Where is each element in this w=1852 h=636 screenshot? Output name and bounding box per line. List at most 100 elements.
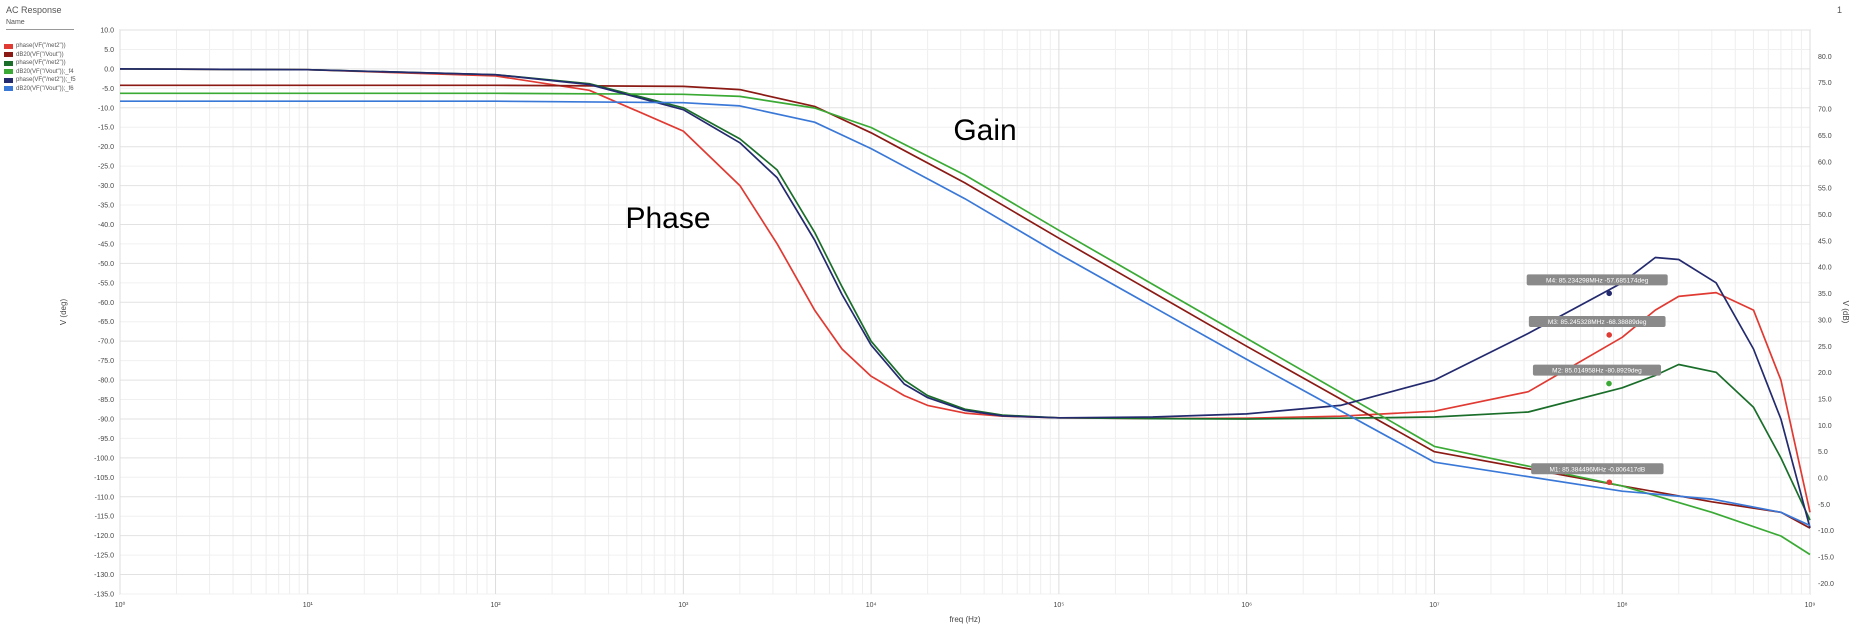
x-tick-label: 10³ <box>678 602 689 609</box>
y-tick-label-right: 25.0 <box>1818 344 1832 351</box>
y-tick-label-left: -135.0 <box>94 592 114 599</box>
y-tick-label-left: -30.0 <box>98 183 114 190</box>
marker-point <box>1606 479 1613 486</box>
y-tick-label-left: -95.0 <box>98 436 114 443</box>
y-tick-label-left: -35.0 <box>98 203 114 210</box>
series-line <box>119 68 1811 529</box>
legend-swatch <box>4 86 13 92</box>
legend-swatch <box>4 69 13 75</box>
legend-label: dB20(VF("/Vout")) <box>16 51 64 58</box>
x-tick-label: 10⁹ <box>1805 602 1816 609</box>
y-tick-label-left: -115.0 <box>95 514 114 521</box>
marker-label: M4: 85.234298MHz -57.685174deg <box>1546 277 1649 284</box>
plot-area <box>119 29 1811 595</box>
legend-item[interactable]: dB20(VF("/Vout")) <box>4 51 76 60</box>
y-tick-label-right: 60.0 <box>1818 159 1832 166</box>
y-tick-label-right: 15.0 <box>1818 396 1832 403</box>
x-axis-label: freq (Hz) <box>949 615 980 624</box>
y-tick-label-right: 70.0 <box>1818 107 1832 114</box>
legend-swatch <box>4 60 13 66</box>
legend-item[interactable]: phase(VF("/net2"));_f5 <box>4 76 76 85</box>
y-tick-label-right: 65.0 <box>1818 133 1832 140</box>
series-line <box>120 100 1811 527</box>
x-tick-label: 10⁷ <box>1429 602 1440 609</box>
window-number: 1 <box>1836 5 1842 15</box>
y-tick-label-left: 5.0 <box>104 47 114 54</box>
y-tick-label-left: -40.0 <box>98 222 114 229</box>
window-title: AC Response <box>6 5 62 15</box>
marker-label-box <box>1528 315 1666 327</box>
y-tick-label-left: -120.0 <box>94 533 114 540</box>
marker-point <box>1606 380 1612 387</box>
legend-item[interactable]: phase(VF("/net2")) <box>4 42 76 51</box>
name-tab[interactable]: Name <box>6 17 74 30</box>
marker-label: M2: 85.014958Hz -80.8929deg <box>1552 368 1642 375</box>
y-tick-label-left: -125.0 <box>94 553 114 560</box>
y-tick-label-right: -15.0 <box>1818 555 1834 562</box>
y-tick-label-right: 50.0 <box>1818 212 1832 219</box>
y-tick-label-left: -105.0 <box>94 475 114 482</box>
marker-label: M1: 85.384496MHz -0.806417dB <box>1549 466 1645 473</box>
y-tick-label-left: -90.0 <box>98 416 114 423</box>
y-tick-label-left: -110.0 <box>95 494 114 501</box>
y-tick-label-right: 5.0 <box>1818 449 1828 456</box>
legend-swatch <box>4 43 13 49</box>
y-tick-label-left: -100.0 <box>94 455 114 462</box>
y-tick-label-right: 30.0 <box>1818 317 1832 324</box>
y-tick-label-left: -70.0 <box>98 339 114 346</box>
y-tick-label-left: -50.0 <box>98 261 114 268</box>
marker-label-box <box>1526 274 1668 286</box>
marker-point <box>1606 332 1613 338</box>
y-tick-label-left: -75.0 <box>98 358 114 365</box>
y-tick-label-left: -25.0 <box>98 164 114 171</box>
y-tick-label-right: 0.0 <box>1818 476 1828 483</box>
y-tick-label-right: 20.0 <box>1818 370 1832 377</box>
x-tick-label: 10¹ <box>303 602 314 609</box>
x-tick-label: 10⁸ <box>1617 602 1628 609</box>
x-tick-label: 10⁰ <box>115 601 126 609</box>
legend-item[interactable]: dB20(VF("/Vout"));_f6 <box>4 85 76 94</box>
legend-label: dB20(VF("/Vout"));_f4 <box>16 68 74 75</box>
y-tick-label-left: -60.0 <box>98 300 114 307</box>
legend: phase(VF("/net2")) dB20(VF("/Vout")) pha… <box>4 42 76 93</box>
y-tick-label-right: 40.0 <box>1818 265 1832 272</box>
legend-label: phase(VF("/net2"));_f5 <box>16 77 76 84</box>
y-tick-label-left: -20.0 <box>98 144 114 151</box>
y-axis-label-right: V (dB) <box>1841 301 1850 324</box>
marker-label-box <box>1531 463 1664 475</box>
y-tick-label-left: 0.0 <box>104 66 114 73</box>
y-tick-label-left: -80.0 <box>98 378 114 385</box>
y-tick-label-right: -20.0 <box>1818 581 1834 588</box>
y-tick-label-left: -65.0 <box>98 319 114 326</box>
legend-swatch <box>4 77 13 83</box>
x-tick-label: 10⁶ <box>1241 602 1252 609</box>
y-tick-label-right: -10.0 <box>1818 528 1834 535</box>
marker-point <box>1606 290 1612 297</box>
y-tick-label-left: -55.0 <box>98 280 114 287</box>
legend-item[interactable]: phase(VF("/net2")) <box>4 59 76 68</box>
y-tick-label-right: 75.0 <box>1818 80 1832 87</box>
legend-swatch <box>4 52 13 58</box>
y-tick-label-left: -130.0 <box>94 572 114 579</box>
y-tick-label-left: -85.0 <box>98 397 114 404</box>
legend-label: phase(VF("/net2")) <box>16 60 66 67</box>
legend-item[interactable]: dB20(VF("/Vout"));_f4 <box>4 68 76 77</box>
marker-label-box <box>1532 364 1662 376</box>
y-tick-label-left: -10.0 <box>98 105 114 112</box>
series-line <box>120 92 1811 556</box>
y-tick-label-right: 55.0 <box>1818 186 1832 193</box>
marker-label: M3: 85.245328MHz -68.38889deg <box>1548 319 1647 326</box>
y-tick-label-left: -45.0 <box>98 241 114 248</box>
gain-annotation: Gain <box>953 114 1016 147</box>
y-tick-label-right: -5.0 <box>1818 502 1830 509</box>
y-tick-label-right: 10.0 <box>1818 423 1832 430</box>
y-axis-label-left: V (deg) <box>59 299 68 326</box>
y-tick-label-right: 80.0 <box>1818 54 1832 61</box>
y-tick-label-right: 35.0 <box>1818 291 1832 298</box>
legend-label: dB20(VF("/Vout"));_f6 <box>16 85 74 92</box>
y-tick-label-right: 45.0 <box>1818 238 1832 245</box>
x-tick-label: 10² <box>490 602 501 609</box>
series-line <box>120 84 1811 529</box>
x-tick-label: 10⁴ <box>866 602 877 609</box>
